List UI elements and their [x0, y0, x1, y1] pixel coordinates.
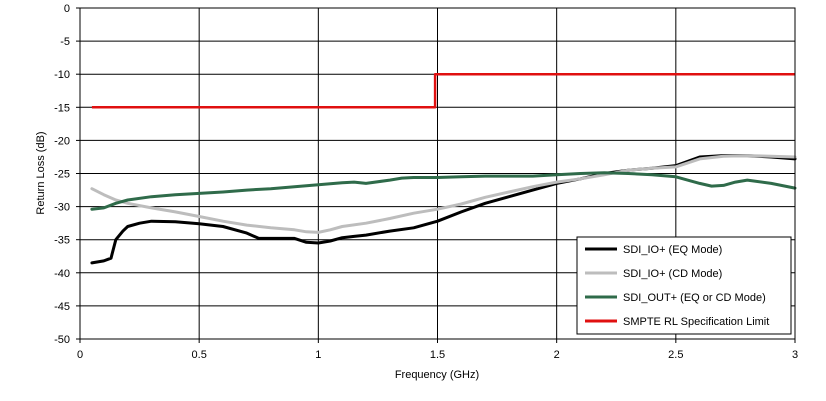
y-tick-label: -35 [54, 235, 70, 247]
legend-label: SDI_IO+ (EQ Mode) [623, 244, 722, 256]
x-tick-label: 0.5 [192, 349, 207, 361]
series-line-2 [90, 154, 797, 234]
x-tick-label: 1.5 [430, 349, 445, 361]
x-tick-label: 2.5 [668, 349, 683, 361]
x-tick-label: 3 [792, 349, 798, 361]
y-tick-label: -5 [60, 36, 70, 48]
x-tick-label: 2 [554, 349, 560, 361]
y-axis-title: Return Loss (dB) [35, 131, 47, 214]
y-tick-label: -20 [54, 135, 70, 147]
y-tick-label: -50 [54, 334, 70, 346]
x-axis-title: Frequency (GHz) [395, 369, 479, 381]
x-tick-label: 1 [315, 349, 321, 361]
legend-box [576, 236, 792, 335]
y-tick-label: -10 [54, 69, 70, 81]
y-tick-label: -30 [54, 202, 70, 214]
series-lines [90, 72, 797, 265]
x-axis-tick-labels: 0 0.5 1 1.5 2 2.5 3 [77, 339, 798, 361]
y-tick-label: -45 [54, 301, 70, 313]
y-tick-label: -25 [54, 169, 70, 181]
y-axis-tick-labels: 0 -5 -10 -15 -20 -25 -30 -35 -40 -45 -50 [54, 3, 80, 346]
legend-label: SMPTE RL Specification Limit [623, 316, 769, 328]
legend-label: SDI_IO+ (CD Mode) [623, 268, 722, 280]
legend-label: SDI_OUT+ (EQ or CD Mode) [623, 292, 766, 304]
series-line-4 [91, 72, 795, 109]
y-tick-label: 0 [64, 3, 70, 15]
y-tick-label: -40 [54, 268, 70, 280]
x-tick-label: 0 [77, 349, 83, 361]
series-line-3 [90, 171, 797, 211]
y-tick-label: -15 [54, 102, 70, 114]
legend: SDI_IO+ (EQ Mode) SDI_IO+ (CD Mode) SDI_OU… [576, 236, 792, 335]
